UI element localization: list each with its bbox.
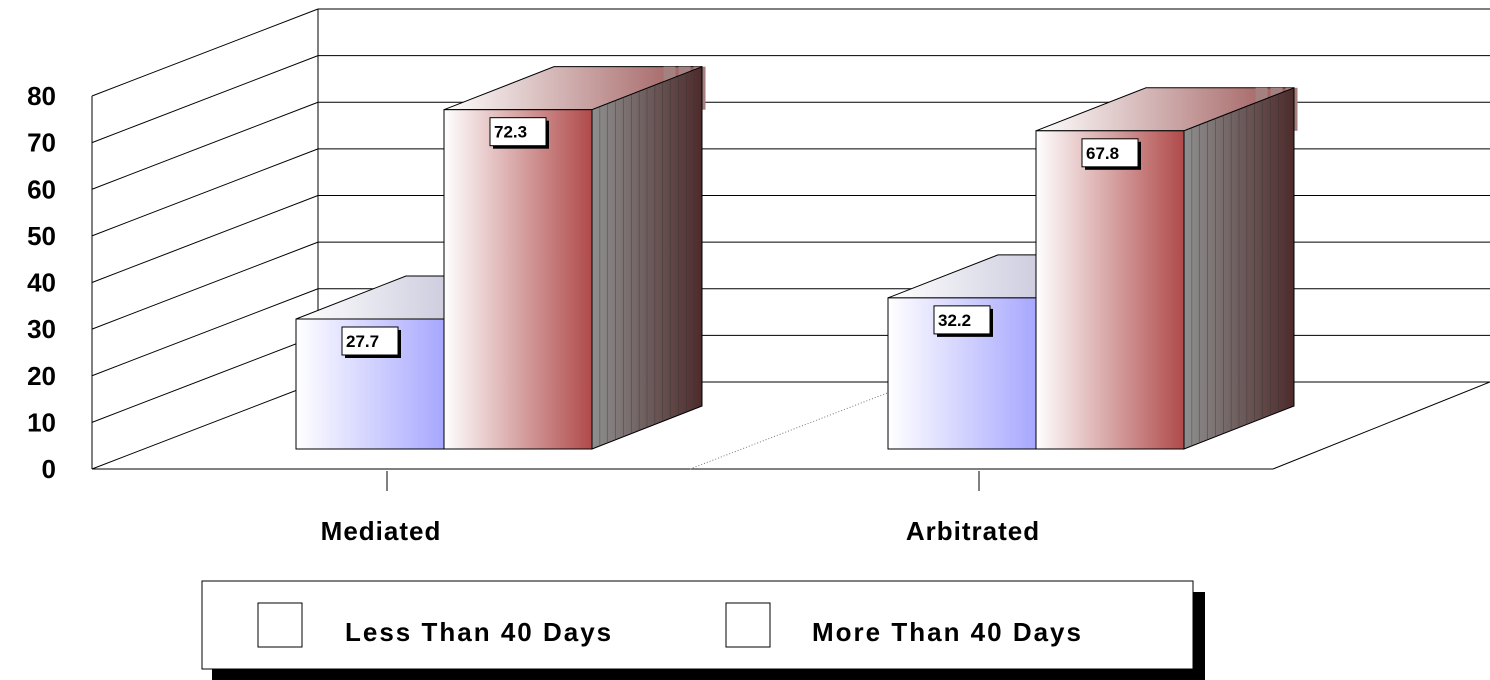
- data-label: 27.7: [346, 332, 379, 351]
- legend-label: More Than 40 Days: [812, 617, 1083, 647]
- y-axis: 0 10 20 30 40 50 60 70 80: [27, 81, 56, 484]
- y-tick-label: 60: [27, 174, 56, 204]
- data-label-box: [933, 305, 991, 335]
- side-gridline: [91, 8, 319, 97]
- y-tick-label: 10: [27, 407, 56, 437]
- side-gridline: [91, 241, 319, 330]
- bar-0-1: 72.3: [443, 65, 706, 450]
- side-gridline: [91, 334, 319, 423]
- y-tick-label: 80: [27, 81, 56, 111]
- side-gridline: [91, 195, 319, 283]
- data-label: 72.3: [494, 123, 527, 142]
- side-gridline: [91, 381, 319, 470]
- x-tick-label: Mediated: [321, 516, 442, 546]
- side-gridline: [91, 148, 319, 237]
- y-tick-label: 40: [27, 268, 56, 298]
- bar-front-face: [443, 109, 593, 450]
- legend-label: Less Than 40 Days: [345, 617, 613, 647]
- data-label-box: [1081, 138, 1139, 168]
- side-gridline: [91, 288, 319, 377]
- legend: Less Than 40 Days More Than 40 Days: [201, 580, 1205, 680]
- y-tick-label: 30: [27, 314, 56, 344]
- y-tick-label: 20: [27, 361, 56, 391]
- y-tick-label: 0: [42, 454, 56, 484]
- data-label: 67.8: [1086, 144, 1119, 163]
- data-label-box: [341, 326, 399, 356]
- bar-front-face: [1035, 130, 1185, 450]
- bar-1-1: 67.8: [1035, 87, 1298, 450]
- data-label-box: [489, 117, 547, 147]
- x-tick-label: Arbitrated: [906, 516, 1040, 546]
- y-tick-label: 50: [27, 221, 56, 251]
- side-gridline: [91, 55, 319, 144]
- floor-right-edge: [1272, 381, 1490, 470]
- x-axis: Mediated Arbitrated: [321, 471, 1040, 546]
- bars: 27.7 72.3 32.2 67.8: [295, 65, 1298, 450]
- side-gridline: [91, 101, 319, 190]
- legend-swatch: [725, 602, 771, 648]
- data-label: 32.2: [938, 311, 971, 330]
- floor-divider: [689, 389, 896, 470]
- legend-swatch: [257, 602, 303, 648]
- legend-box: [201, 580, 1194, 670]
- y-tick-label: 70: [27, 128, 56, 158]
